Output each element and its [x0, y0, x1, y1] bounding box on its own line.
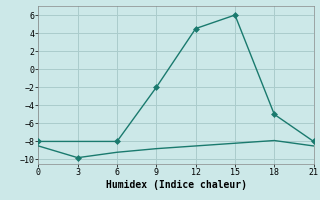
X-axis label: Humidex (Indice chaleur): Humidex (Indice chaleur) — [106, 180, 246, 190]
